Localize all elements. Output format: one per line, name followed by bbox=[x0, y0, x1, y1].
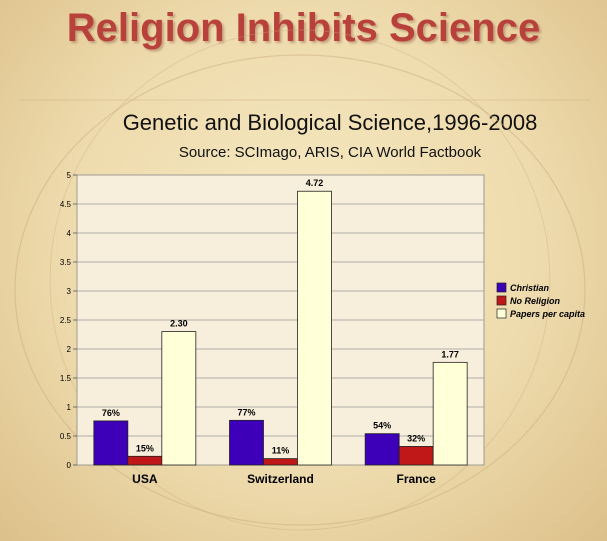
legend-swatch bbox=[496, 295, 507, 306]
data-label: 4.72 bbox=[306, 178, 324, 188]
x-axis: USA Switzerland France bbox=[132, 472, 436, 486]
y-axis: 0 0.5 1 1.5 2 2.5 3 3.5 4 4.5 5 bbox=[60, 171, 77, 470]
legend-swatch bbox=[496, 282, 507, 293]
chart-title: Genetic and Biological Science,1996-2008 bbox=[122, 110, 538, 135]
bar-papers-per-capita bbox=[432, 361, 468, 466]
y-tick-label: 5 bbox=[67, 171, 72, 180]
data-label: 1.77 bbox=[441, 349, 459, 359]
y-tick-label: 1 bbox=[67, 403, 72, 412]
data-label: 2.30 bbox=[170, 319, 188, 329]
data-label: 11% bbox=[272, 446, 290, 456]
legend-label: Christian bbox=[510, 283, 550, 293]
y-tick-label: 3 bbox=[67, 287, 72, 296]
y-tick-label: 2.5 bbox=[60, 316, 72, 325]
y-tick-label: 1.5 bbox=[60, 374, 72, 383]
x-category-label: France bbox=[396, 472, 436, 486]
slide-title: Religion Inhibits Science bbox=[66, 6, 541, 50]
bar-no-religion bbox=[398, 446, 434, 466]
data-label: 76% bbox=[102, 408, 120, 418]
x-category-label: USA bbox=[132, 472, 158, 486]
y-tick-label: 2 bbox=[67, 345, 72, 354]
x-category-label: Switzerland bbox=[247, 472, 314, 486]
y-tick-label: 0.5 bbox=[60, 432, 72, 441]
bar-no-religion bbox=[263, 458, 298, 466]
data-label: 15% bbox=[136, 443, 154, 453]
bars: 76% 15% 2.30 77% 11% 4.72 54% 32% 1.77 bbox=[93, 178, 468, 466]
bar-christian bbox=[364, 433, 400, 466]
gridlines bbox=[77, 203, 484, 437]
y-tick-label: 4.5 bbox=[60, 200, 72, 209]
bar-papers-per-capita bbox=[297, 190, 332, 466]
bar-no-religion bbox=[127, 455, 163, 466]
legend-label: No Religion bbox=[510, 296, 560, 306]
data-label: 77% bbox=[237, 407, 255, 417]
y-tick-label: 4 bbox=[67, 229, 72, 238]
decorative-background-sketch bbox=[14, 29, 590, 531]
bar-christian bbox=[229, 419, 264, 466]
y-tick-label: 3.5 bbox=[60, 258, 72, 267]
y-tick-label: 0 bbox=[67, 461, 72, 470]
bar-papers-per-capita bbox=[161, 331, 197, 466]
legend: Christian No Religion Papers per capita bbox=[496, 282, 585, 319]
bar-christian bbox=[93, 420, 129, 466]
data-label: 32% bbox=[407, 433, 425, 443]
chart-subtitle: Source: SCImago, ARIS, CIA World Factboo… bbox=[178, 144, 482, 161]
legend-swatch bbox=[496, 308, 507, 319]
data-label: 54% bbox=[373, 421, 391, 431]
legend-label: Papers per capita bbox=[510, 309, 585, 319]
